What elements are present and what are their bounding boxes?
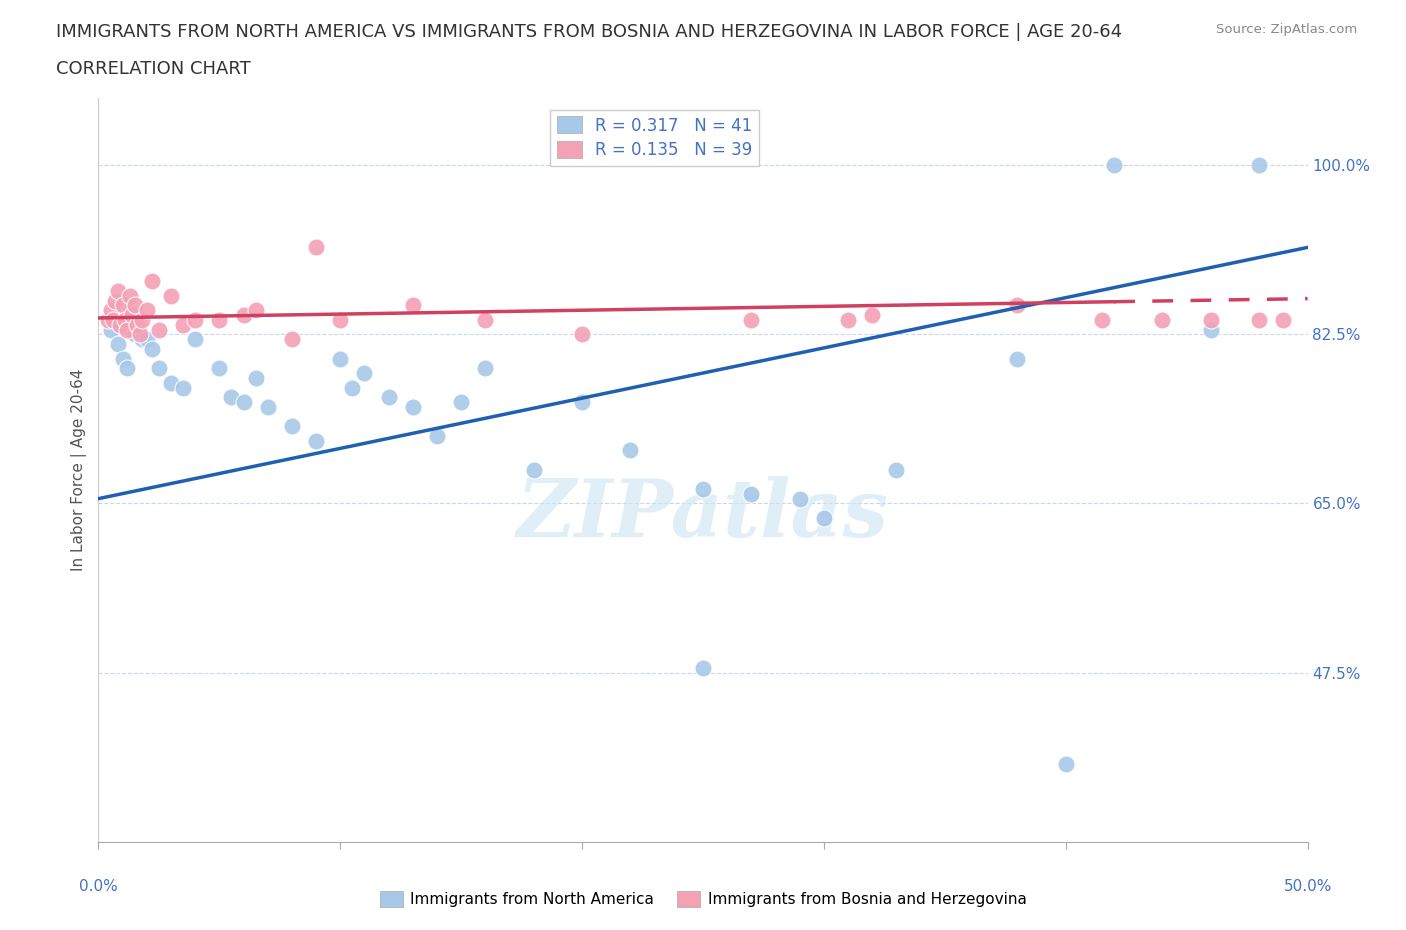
Point [107, 284, 129, 299]
Point [111, 352, 134, 366]
Point [128, 327, 150, 342]
Point [1249, 158, 1271, 173]
Point [124, 327, 146, 342]
Point [886, 462, 908, 477]
Point [232, 394, 254, 409]
Point [232, 308, 254, 323]
Point [789, 491, 811, 506]
Point [329, 352, 352, 366]
Point [121, 308, 143, 323]
Point [208, 312, 231, 327]
Point [124, 298, 146, 312]
Point [184, 312, 207, 327]
Point [281, 332, 304, 347]
Point [402, 399, 425, 414]
Point [245, 303, 267, 318]
Point [172, 380, 194, 395]
Point [1007, 298, 1029, 312]
Point [1007, 352, 1029, 366]
Point [135, 303, 157, 318]
Text: 50.0%: 50.0% [1284, 879, 1331, 894]
Point [172, 317, 194, 332]
Point [117, 322, 139, 337]
Point [160, 288, 183, 303]
Text: Source: ZipAtlas.com: Source: ZipAtlas.com [1216, 23, 1357, 36]
Point [184, 332, 207, 347]
Point [1054, 757, 1077, 772]
Point [127, 317, 149, 332]
Point [571, 327, 593, 342]
Point [1199, 312, 1222, 327]
Point [148, 322, 170, 337]
Point [1199, 322, 1222, 337]
Point [740, 486, 762, 501]
Point [208, 361, 231, 376]
Point [450, 394, 472, 409]
Point [256, 399, 278, 414]
Point [117, 361, 139, 376]
Point [1272, 312, 1295, 327]
Point [97, 312, 120, 327]
Point [860, 308, 883, 323]
Legend: Immigrants from North America, Immigrants from Bosnia and Herzegovina: Immigrants from North America, Immigrant… [374, 884, 1032, 913]
Point [221, 390, 243, 405]
Point [813, 511, 835, 525]
Text: CORRELATION CHART: CORRELATION CHART [56, 60, 252, 78]
Point [160, 375, 183, 390]
Point [402, 298, 425, 312]
Point [118, 288, 141, 303]
Point [571, 394, 593, 409]
Point [101, 312, 124, 327]
Point [100, 322, 122, 337]
Y-axis label: In Labor Force | Age 20-64: In Labor Force | Age 20-64 [72, 368, 87, 571]
Point [377, 390, 399, 405]
Point [281, 418, 304, 433]
Point [692, 660, 714, 675]
Point [131, 312, 153, 327]
Legend: R = 0.317   N = 41, R = 0.135   N = 39: R = 0.317 N = 41, R = 0.135 N = 39 [550, 110, 759, 166]
Point [1152, 312, 1174, 327]
Point [1249, 312, 1271, 327]
Point [837, 312, 859, 327]
Point [426, 429, 449, 444]
Point [107, 337, 129, 352]
Point [148, 361, 170, 376]
Text: 0.0%: 0.0% [79, 879, 118, 894]
Point [474, 312, 496, 327]
Point [692, 482, 714, 497]
Point [740, 312, 762, 327]
Point [305, 433, 328, 448]
Point [523, 462, 546, 477]
Text: IMMIGRANTS FROM NORTH AMERICA VS IMMIGRANTS FROM BOSNIA AND HERZEGOVINA IN LABOR: IMMIGRANTS FROM NORTH AMERICA VS IMMIGRA… [56, 23, 1122, 41]
Point [108, 317, 131, 332]
Point [1091, 312, 1114, 327]
Point [353, 365, 375, 380]
Text: ZIPatlas: ZIPatlas [517, 475, 889, 553]
Point [305, 240, 328, 255]
Point [329, 312, 352, 327]
Point [1102, 158, 1125, 173]
Point [619, 443, 641, 458]
Point [135, 332, 157, 347]
Point [104, 293, 127, 308]
Point [100, 303, 122, 318]
Point [245, 370, 267, 385]
Point [141, 341, 163, 356]
Point [131, 332, 153, 347]
Point [114, 312, 136, 327]
Point [474, 361, 496, 376]
Point [141, 273, 163, 288]
Point [342, 380, 364, 395]
Point [111, 298, 134, 312]
